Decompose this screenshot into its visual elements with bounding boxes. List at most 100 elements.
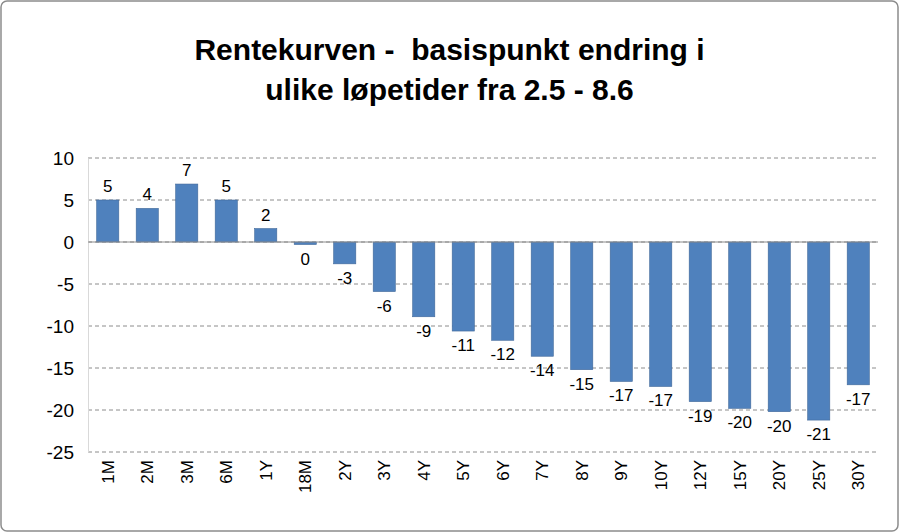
y-tick-label: 5 (63, 190, 74, 211)
bar (650, 242, 672, 386)
data-label: -15 (569, 375, 594, 394)
grid-line (88, 200, 878, 201)
x-tick-label: 18M (296, 460, 315, 493)
data-label: 7 (182, 161, 191, 180)
y-tick-label: -20 (47, 400, 74, 421)
x-tick-label: 6Y (494, 460, 513, 481)
grid-line (88, 368, 878, 369)
bar (413, 242, 435, 317)
x-axis: 1M 2M 3M 6M 1Y 18M 2Y 3Y 4Y 5Y 6Y 7Y 8Y 9Y 10Y 12Y 15Y 20… (99, 452, 869, 493)
x-tick-label: 5Y (454, 460, 473, 481)
x-tick: 1Y (257, 452, 276, 481)
data-label: -19 (688, 407, 713, 426)
data-labels: 547520-3-6-9-11-12-14-15-17-17-19-20-20-… (103, 161, 871, 444)
y-tick: -25 (47, 442, 88, 463)
y-tick-label: -10 (47, 316, 74, 337)
data-label: -20 (727, 413, 752, 432)
x-tick: 18M (296, 452, 315, 493)
x-tick-label: 3Y (375, 460, 394, 481)
bar (768, 242, 790, 412)
data-label: 5 (222, 177, 231, 196)
y-tick-label: 10 (53, 148, 74, 169)
data-label: -17 (609, 386, 634, 405)
data-label: -17 (648, 391, 673, 410)
x-tick: 25Y (810, 452, 829, 490)
x-tick: 30Y (849, 452, 868, 490)
x-tick: 2Y (336, 452, 355, 481)
bar (373, 242, 395, 292)
data-label: -21 (806, 425, 831, 444)
data-label: 5 (103, 177, 112, 196)
data-label: -6 (377, 297, 392, 316)
bar (689, 242, 711, 402)
x-tick: 4Y (415, 452, 434, 481)
bar (215, 200, 237, 242)
y-tick: -20 (47, 400, 88, 421)
bar (610, 242, 632, 381)
y-tick: 5 (63, 190, 88, 211)
bar (531, 242, 553, 356)
data-label: -20 (767, 417, 792, 436)
data-label: 2 (261, 206, 270, 225)
plot: -25 -20 -15 -10 -5 0 5 10 1M 2M 3M 6M 1Y 18M 2Y 3Y 4Y 5Y 6… (47, 148, 878, 493)
data-label: -17 (846, 390, 871, 409)
data-label: -3 (337, 269, 352, 288)
title-line: Rentekurven - basispunkt endring i (194, 33, 704, 66)
data-label: -12 (490, 345, 515, 364)
chart: Rentekurven - basispunkt endring i ulike … (0, 0, 899, 532)
bar (452, 242, 474, 331)
title-line: ulike løpetider fra 2.5 - 8.6 (265, 73, 633, 106)
y-axis: -25 -20 -15 -10 -5 0 5 10 (47, 148, 89, 463)
bar (136, 208, 158, 242)
x-tick-label: 1Y (257, 460, 276, 481)
x-tick-label: 9Y (612, 460, 631, 481)
chart-frame (1, 1, 898, 531)
x-tick-label: 6M (217, 460, 236, 484)
x-tick: 10Y (652, 452, 671, 490)
x-tick: 8Y (573, 452, 592, 481)
y-tick-label: -25 (47, 442, 74, 463)
x-tick-label: 20Y (770, 460, 789, 490)
x-tick: 1M (99, 452, 118, 484)
y-tick-label: 0 (63, 232, 74, 253)
x-tick: 3M (178, 452, 197, 484)
x-tick-label: 3M (178, 460, 197, 484)
x-tick: 6Y (494, 452, 513, 481)
y-tick: -5 (57, 274, 88, 295)
grid (88, 158, 878, 452)
x-tick-label: 12Y (691, 460, 710, 490)
x-tick: 5Y (454, 452, 473, 481)
data-label: 0 (301, 250, 310, 269)
x-tick: 15Y (731, 452, 750, 490)
x-tick: 3Y (375, 452, 394, 481)
data-label: 4 (143, 185, 152, 204)
grid-line (88, 452, 878, 453)
x-tick-label: 15Y (731, 460, 750, 490)
grid-line (88, 158, 878, 159)
data-label: -11 (452, 336, 475, 355)
x-tick: 9Y (612, 452, 631, 481)
x-tick-label: 30Y (849, 460, 868, 490)
x-tick-label: 25Y (810, 460, 829, 490)
y-tick: -10 (47, 316, 88, 337)
bars (97, 184, 870, 420)
grid-line (88, 242, 878, 243)
bar (492, 242, 514, 340)
y-tick: 0 (63, 232, 88, 253)
grid-line (88, 284, 878, 285)
bar (808, 242, 830, 420)
title: Rentekurven - basispunkt endring i ulike … (194, 33, 704, 106)
bar (255, 229, 277, 242)
x-tick-label: 2M (138, 460, 157, 484)
y-axis-line (88, 159, 89, 453)
x-tick-label: 7Y (533, 460, 552, 481)
bar (334, 242, 356, 264)
x-tick-label: 1M (99, 460, 118, 484)
bar (176, 184, 198, 242)
y-tick: -15 (47, 358, 88, 379)
x-tick: 2M (138, 452, 157, 484)
grid-line (88, 326, 878, 327)
grid-line (88, 410, 878, 411)
x-tick: 7Y (533, 452, 552, 481)
x-tick: 6M (217, 452, 236, 484)
